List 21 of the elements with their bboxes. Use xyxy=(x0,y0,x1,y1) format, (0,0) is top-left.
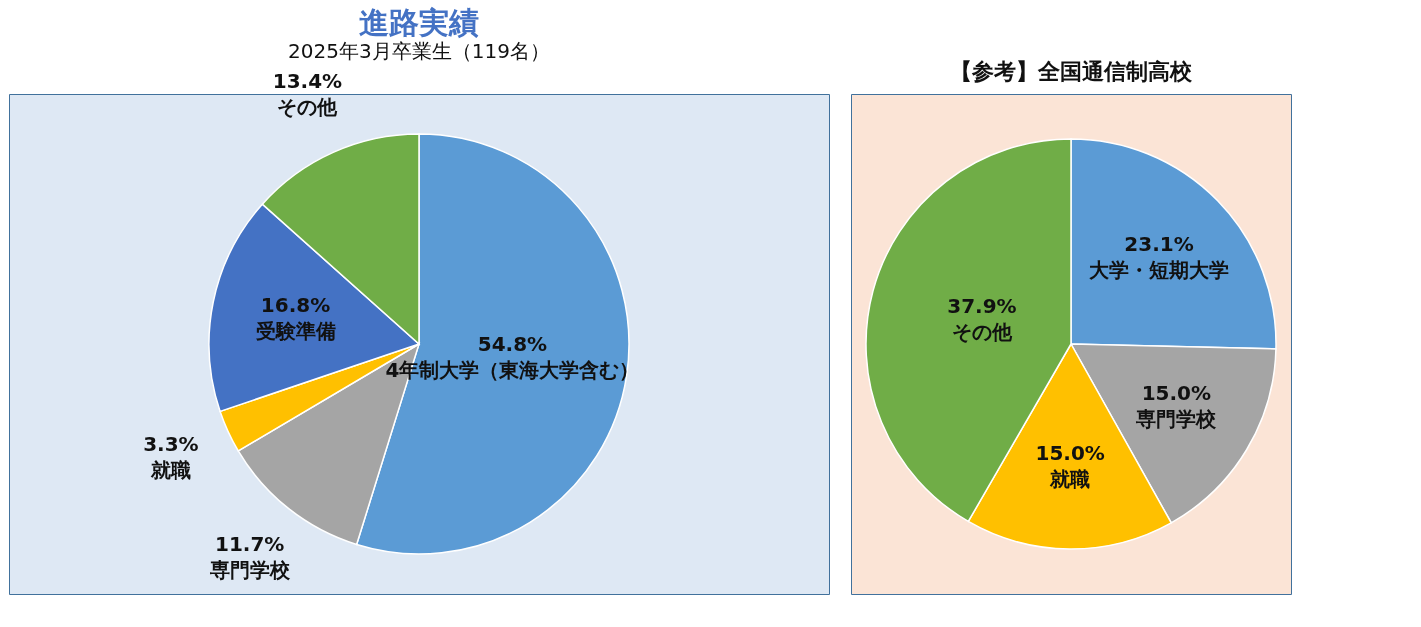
data-label: 15.0% xyxy=(1141,381,1212,406)
data-label: 23.1% xyxy=(1124,232,1194,257)
slice-label: 就職 xyxy=(149,457,191,482)
data-label: 16.8% xyxy=(260,292,331,317)
slice-label: 就職 xyxy=(1049,467,1091,491)
data-label: 15.0% xyxy=(1035,441,1105,465)
slice-label: その他 xyxy=(277,94,339,119)
chart-subtitle: 2025年3月卒業生（119名） xyxy=(288,38,550,63)
data-label: 11.7% xyxy=(214,532,285,557)
slice-label: 専門学校 xyxy=(208,558,291,583)
chart-title: 進路実績 xyxy=(359,4,479,40)
chart-title: 【参考】全国通信制高校 xyxy=(950,59,1193,84)
data-label: 37.9% xyxy=(947,294,1017,319)
slice-label: 大学・短期大学 xyxy=(1089,258,1230,283)
slice-label: 受験準備 xyxy=(255,318,336,343)
slice-label: その他 xyxy=(951,320,1013,345)
slice-label: 専門学校 xyxy=(1135,407,1218,432)
data-label: 54.8% xyxy=(477,332,548,357)
slice-label: 4年制大学（東海大学含む） xyxy=(385,358,640,383)
data-label: 3.3% xyxy=(143,431,199,456)
data-label: 13.4% xyxy=(272,68,343,93)
